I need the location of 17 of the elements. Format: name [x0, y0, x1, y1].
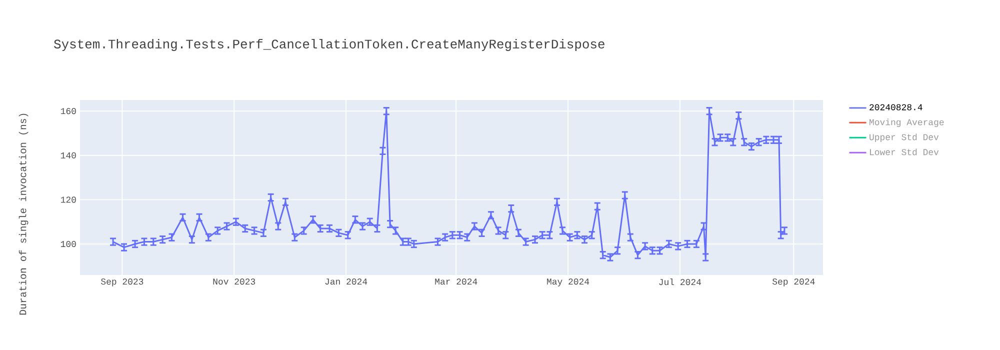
chart-title: System.Threading.Tests.Perf_CancellationToken.CreateManyRegisterDispose	[54, 38, 604, 52]
x-tick-label: Sep 2023	[101, 278, 144, 286]
y-axis-title: Duration of single invocation (ns)	[18, 114, 28, 315]
legend-label: Moving Average	[870, 118, 944, 128]
x-tick-label: Mar 2024	[435, 278, 478, 285]
legend-label: Lower Std Dev	[870, 148, 939, 156]
x-tick-label: Sep 2024	[772, 278, 815, 286]
x-tick-label: May 2024	[547, 278, 590, 286]
y-tick-label: 160	[60, 108, 76, 114]
legend-label: Upper Std Dev	[870, 134, 939, 142]
y-tick-label: 140	[60, 152, 76, 158]
x-tick-label: Jul 2024	[659, 278, 701, 286]
x-tick-label: Jan 2024	[325, 278, 368, 285]
x-tick-label: Nov 2023	[213, 278, 256, 285]
legend-label: 20240828.4	[870, 104, 922, 110]
y-tick-label: 100	[60, 240, 76, 248]
y-tick-label: 120	[60, 196, 76, 203]
